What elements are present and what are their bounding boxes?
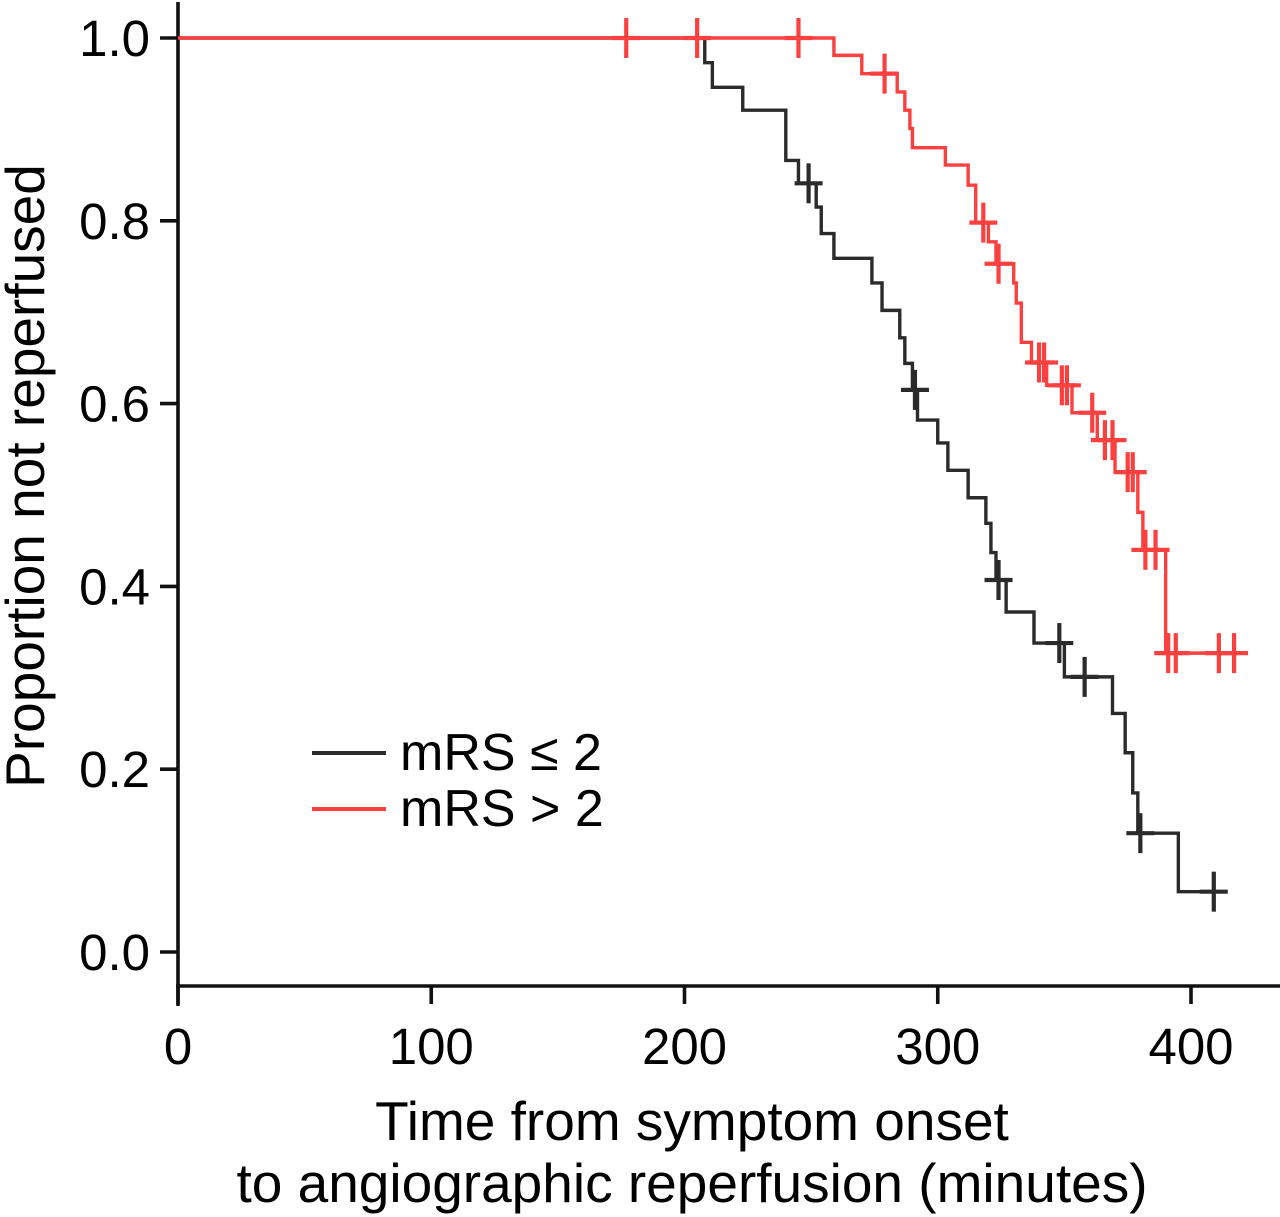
legend: mRS ≤ 2 mRS > 2 — [312, 724, 604, 838]
y-axis-title: Proportion not reperfused — [0, 164, 56, 788]
x-tick-label-100: 100 — [389, 1018, 474, 1075]
y-tick-label-0.4: 0.4 — [79, 558, 150, 615]
y-tick-label-0.6: 0.6 — [79, 376, 150, 433]
x-axis — [176, 984, 1280, 1004]
x-tick-label-300: 300 — [895, 1018, 980, 1075]
survival-curve-mrs-le-2 — [178, 36, 1228, 912]
x-axis-title-line1: Time from symptom onset — [375, 1090, 1009, 1152]
x-tick-label-200: 200 — [642, 1018, 727, 1075]
km-step-curve — [178, 36, 1224, 894]
y-tick-labels: 1.0 0.8 0.6 0.4 0.2 0.0 — [79, 10, 150, 981]
x-tick-label-400: 400 — [1148, 1018, 1233, 1075]
km-step-curve — [178, 36, 1245, 655]
x-tick-label-0: 0 — [164, 1018, 192, 1075]
y-tick-label-0.0: 0.0 — [79, 924, 150, 981]
legend-label-mrs-gt-2: mRS > 2 — [400, 780, 604, 838]
y-axis — [160, 2, 180, 1006]
legend-label-mrs-le-2: mRS ≤ 2 — [400, 724, 602, 782]
x-tick-labels: 0 100 200 300 400 — [164, 1018, 1234, 1075]
x-axis-title-line2: to angiographic reperfusion (minutes) — [236, 1152, 1147, 1214]
y-tick-label-0.8: 0.8 — [79, 193, 150, 250]
survival-curve-mrs-gt-2 — [178, 18, 1249, 674]
y-tick-label-1.0: 1.0 — [79, 10, 150, 67]
y-tick-label-0.2: 0.2 — [79, 741, 150, 798]
